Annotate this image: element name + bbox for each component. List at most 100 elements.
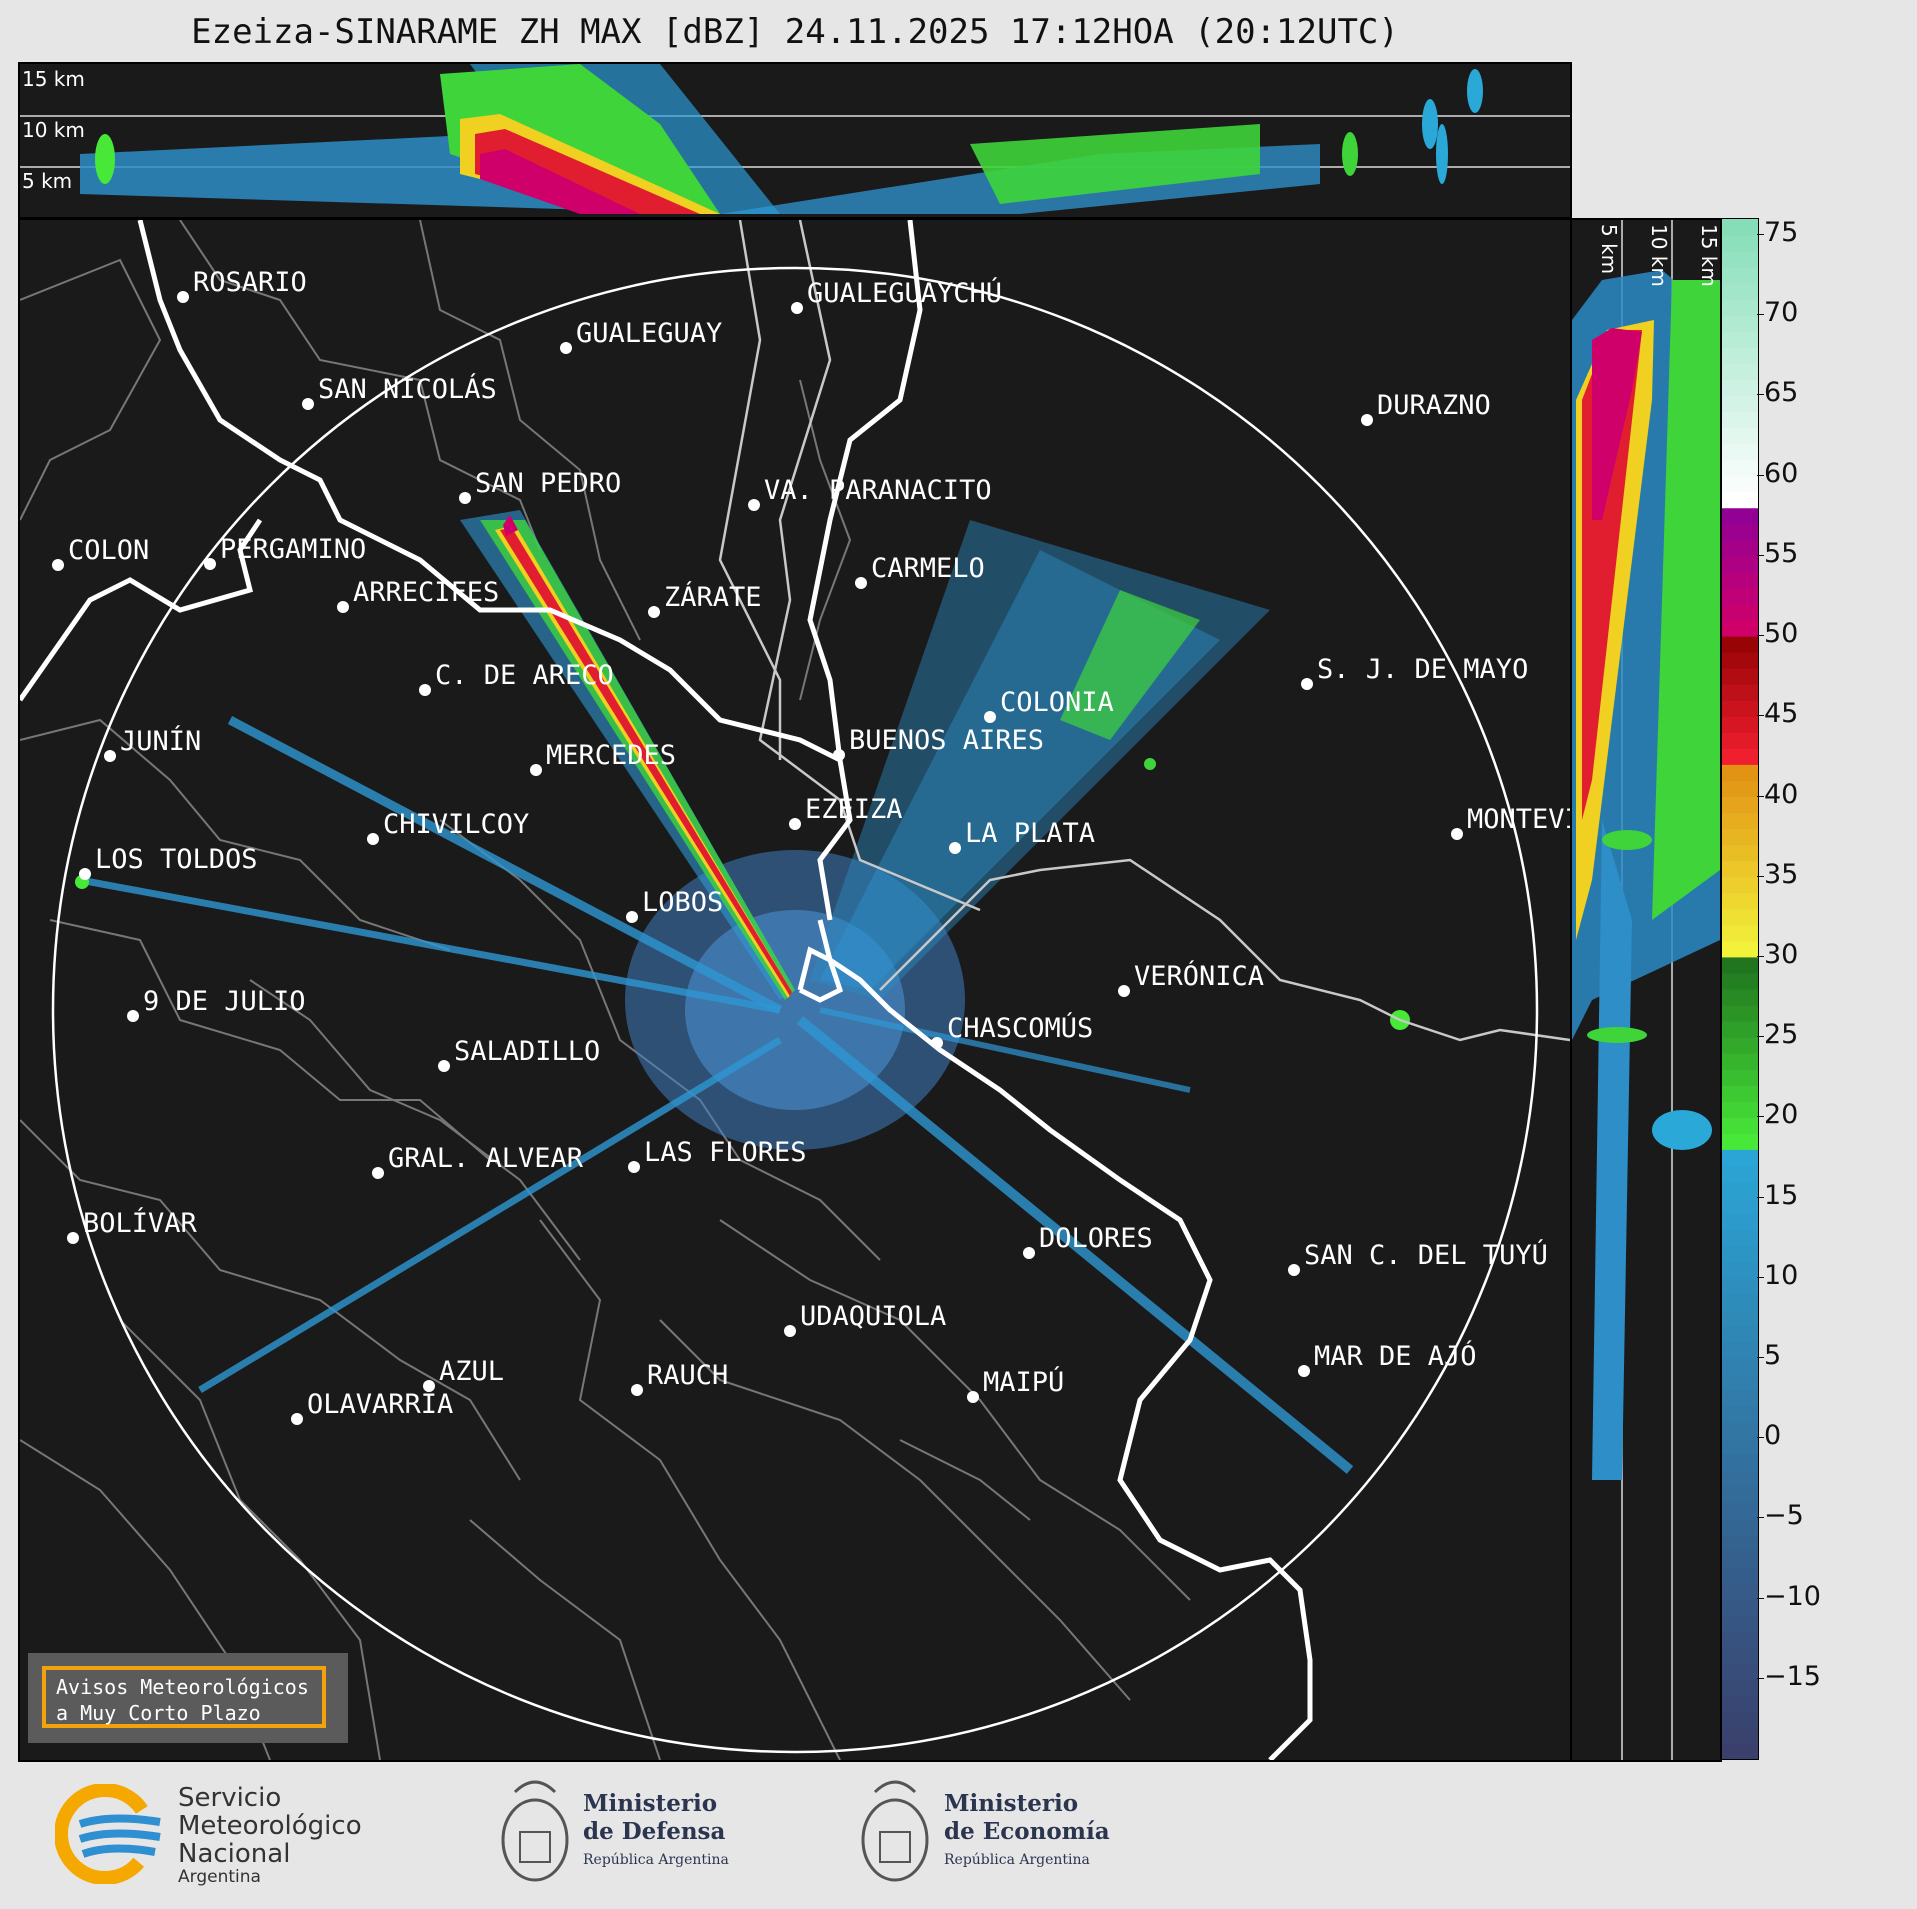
city-label: GUALEGUAY bbox=[576, 318, 722, 349]
colorbar-tick-mark bbox=[1757, 1677, 1764, 1679]
city-label: RAUCH bbox=[647, 1360, 728, 1391]
colorbar-segment bbox=[1722, 1085, 1758, 1102]
city-marker: SAN NICOLÁS bbox=[302, 373, 497, 410]
colorbar-tick-label: 40 bbox=[1764, 778, 1799, 810]
colorbar-segment bbox=[1722, 1309, 1758, 1327]
colorbar-segment bbox=[1722, 1534, 1758, 1551]
economia-line-3: República Argentina bbox=[944, 1852, 1090, 1868]
colorbar-segment bbox=[1722, 956, 1758, 974]
colorbar-segment bbox=[1722, 908, 1758, 926]
city-label: EZEIZA bbox=[805, 794, 903, 825]
colorbar-tick-label: −10 bbox=[1764, 1580, 1821, 1612]
city-marker: BOLÍVAR bbox=[67, 1207, 198, 1244]
colorbar-segment bbox=[1722, 876, 1758, 894]
colorbar-segment bbox=[1722, 443, 1758, 461]
colorbar-segment bbox=[1722, 972, 1758, 990]
footer-logos: Servicio Meteorológico Nacional Argentin… bbox=[0, 1762, 1917, 1909]
colorbar-tick-label: −5 bbox=[1764, 1500, 1804, 1532]
city-dot bbox=[367, 833, 379, 845]
colorbar-segment bbox=[1722, 1742, 1758, 1759]
city-marker: DURAZNO bbox=[1361, 390, 1491, 426]
colorbar-segment bbox=[1722, 1710, 1758, 1728]
city-marker: ZÁRATE bbox=[648, 581, 762, 618]
colorbar-segment bbox=[1722, 507, 1758, 525]
city-label: LOBOS bbox=[642, 887, 723, 918]
city-dot bbox=[984, 711, 996, 723]
city-marker: UDAQUIOLA bbox=[784, 1301, 946, 1337]
colorbar-tick-mark bbox=[1757, 1276, 1764, 1278]
city-dot bbox=[855, 577, 867, 589]
city-dot bbox=[104, 750, 116, 762]
colorbar-segment bbox=[1722, 1502, 1758, 1519]
city-marker: OLAVARRÍA bbox=[291, 1388, 453, 1425]
colorbar-segment bbox=[1722, 1390, 1758, 1407]
city-dot bbox=[1288, 1264, 1300, 1276]
colorbar bbox=[1721, 218, 1759, 1760]
city-dot bbox=[302, 398, 314, 410]
city-dot bbox=[423, 1380, 435, 1392]
defensa-line-2: de Defensa bbox=[583, 1818, 726, 1845]
city-label: ARRECIFES bbox=[353, 577, 499, 608]
city-label: ROSARIO bbox=[193, 267, 307, 298]
city-marker: AZUL bbox=[423, 1356, 504, 1392]
colorbar-segment bbox=[1722, 427, 1758, 445]
colorbar-segment bbox=[1722, 1149, 1758, 1166]
city-dot bbox=[931, 1037, 943, 1049]
colorbar-segment bbox=[1722, 1438, 1758, 1455]
colorbar-segment bbox=[1722, 828, 1758, 846]
colorbar-segment bbox=[1722, 940, 1758, 958]
side-height-5km: 5 km bbox=[1597, 224, 1621, 274]
colorbar-segment bbox=[1722, 764, 1758, 781]
defensa-line-3: República Argentina bbox=[583, 1852, 729, 1868]
city-label: MONTEVIDEO bbox=[1467, 804, 1570, 835]
colorbar-segment bbox=[1722, 732, 1758, 749]
city-marker: SAN PEDRO bbox=[459, 468, 621, 504]
colorbar-segment bbox=[1722, 267, 1758, 284]
colorbar-segment bbox=[1722, 1374, 1758, 1391]
colorbar-segment bbox=[1722, 1630, 1758, 1648]
city-dot bbox=[833, 749, 845, 761]
city-dot bbox=[459, 492, 471, 504]
city-marker: MAR DE AJÓ bbox=[1298, 1340, 1477, 1377]
colorbar-segment bbox=[1722, 684, 1758, 701]
colorbar-segment bbox=[1722, 1117, 1758, 1134]
city-marker: C. DE ARECO bbox=[419, 660, 614, 696]
colorbar-tick-mark bbox=[1757, 1036, 1764, 1038]
colorbar-segment bbox=[1722, 1518, 1758, 1535]
colorbar-segment bbox=[1722, 1133, 1758, 1150]
city-dot bbox=[79, 868, 91, 880]
colorbar-segment bbox=[1722, 812, 1758, 830]
colorbar-tick-mark bbox=[1757, 795, 1764, 797]
city-label: MERCEDES bbox=[546, 740, 676, 771]
colorbar-segment bbox=[1722, 1662, 1758, 1680]
city-label: SAN PEDRO bbox=[475, 468, 621, 499]
city-label: BUENOS AIRES bbox=[849, 725, 1044, 756]
colorbar-tick-label: 70 bbox=[1764, 297, 1799, 329]
river-parana bbox=[20, 220, 1313, 1760]
colorbar-tick-mark bbox=[1757, 394, 1764, 396]
city-layer: ROSARIO GUALEGUAYCHÚ GUALEGUAY SAN NICOLÁS D… bbox=[52, 267, 1570, 1425]
economia-line-2: de Economía bbox=[944, 1818, 1110, 1845]
colorbar-segment bbox=[1722, 716, 1758, 733]
height-label-10km: 10 km bbox=[22, 118, 85, 142]
city-dot bbox=[748, 499, 760, 511]
city-label: GUALEGUAYCHÚ bbox=[807, 277, 1002, 309]
colorbar-segment bbox=[1722, 652, 1758, 669]
colorbar-segment bbox=[1722, 379, 1758, 396]
defensa-emblem-icon bbox=[501, 1780, 569, 1882]
city-label: ZÁRATE bbox=[664, 581, 762, 613]
colorbar-segment bbox=[1722, 1197, 1758, 1215]
city-label: LA PLATA bbox=[965, 818, 1095, 849]
smn-logo-icon bbox=[55, 1784, 161, 1884]
colorbar-tick-label: 35 bbox=[1764, 858, 1799, 890]
city-label: C. DE ARECO bbox=[435, 660, 614, 691]
city-marker: PERGAMINO bbox=[204, 534, 366, 570]
colorbar-segment bbox=[1722, 1053, 1758, 1070]
colorbar-tick-mark bbox=[1757, 474, 1764, 476]
colorbar-tick-label: 25 bbox=[1764, 1019, 1799, 1051]
city-marker: LOBOS bbox=[626, 887, 723, 923]
colorbar-segment bbox=[1722, 411, 1758, 429]
city-marker: MONTEVIDEO bbox=[1451, 804, 1570, 840]
city-dot bbox=[949, 842, 961, 854]
colorbar-tick-label: −15 bbox=[1764, 1660, 1821, 1692]
